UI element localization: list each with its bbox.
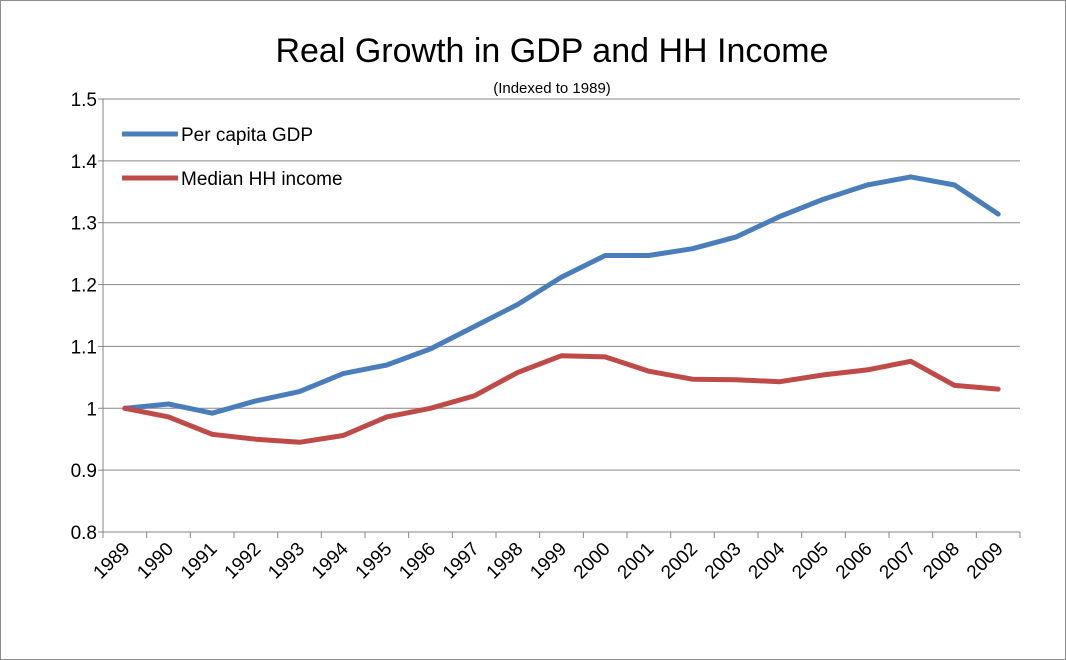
x-tick-label: 1994 [308,538,353,583]
series-line-1 [122,353,1001,445]
x-tick-label: 2001 [614,539,659,584]
x-tick-label: 2000 [570,539,615,584]
y-tick-label: 1 [86,399,97,420]
y-tick-label: 1.2 [71,276,97,297]
axes [98,98,1021,538]
y-tick-label: 1.3 [71,214,97,235]
legend-label: Per capita GDP [181,125,313,146]
y-tick-label: 1.1 [71,337,97,358]
x-tick-label: 2005 [788,539,833,584]
x-tick-label: 2003 [701,539,746,584]
y-tick-label: 0.8 [71,523,97,544]
x-tick-label: 2006 [832,539,877,584]
series-lines [122,174,1001,445]
x-tick-label: 1997 [439,539,484,584]
x-tick-label: 2007 [876,539,921,584]
x-tick-label: 2008 [919,539,964,584]
x-tick-label: 1999 [526,539,571,584]
x-tick-label: 1989 [90,539,135,584]
chart-title: Real Growth in GDP and HH Income [275,32,828,70]
y-tick-label: 1.5 [71,90,97,111]
y-axis-tick-labels: 0.8 0.9 1 1.1 1.2 1.3 1.4 1.5 [71,90,98,544]
x-axis-tick-labels: 1989199019911992199319941995199619971998… [90,538,1008,583]
x-tick-label: 1990 [133,539,178,584]
y-tick-label: 1.4 [71,152,98,173]
legend-label: Median HH income [181,169,343,190]
x-tick-label: 2002 [657,539,702,584]
x-tick-label: 1991 [177,539,222,584]
x-tick-label: 1998 [483,539,528,584]
x-tick-label: 1992 [221,539,266,584]
chart-subtitle: (Indexed to 1989) [493,80,611,97]
grid-lines [103,98,1020,471]
y-tick-label: 0.9 [71,461,97,482]
x-tick-label: 1996 [395,539,440,584]
x-tick-label: 1993 [264,539,309,584]
x-tick-label: 2009 [963,539,1008,584]
series-line-0 [122,174,1001,416]
legend: Per capita GDP Median HH income [122,125,343,190]
x-tick-label: 1995 [352,539,397,584]
x-tick-label: 2004 [745,538,790,583]
